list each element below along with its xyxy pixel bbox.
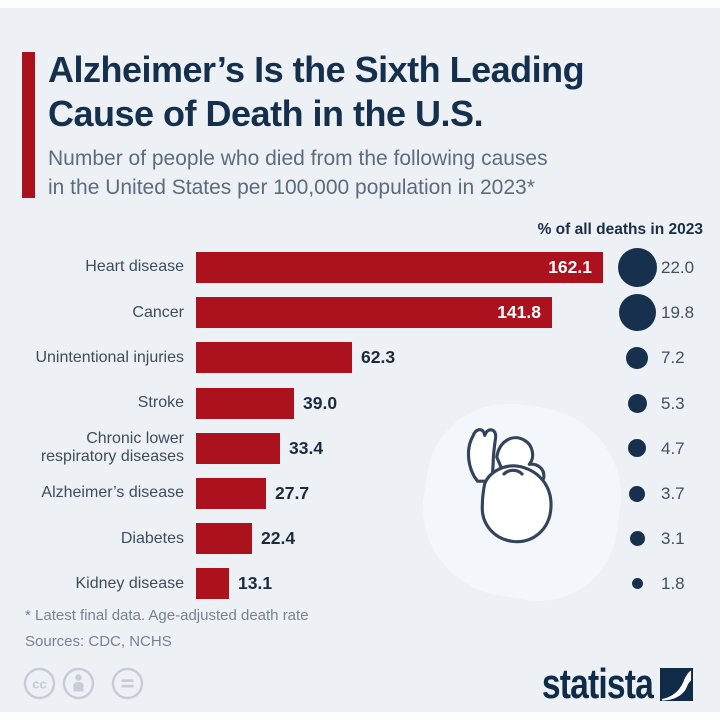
footnote-block: * Latest final data. Age-adjusted death … (25, 603, 309, 655)
bar (196, 523, 252, 555)
row-label: Alzheimer’s disease (41, 484, 184, 502)
statista-logo-icon (660, 668, 693, 701)
row-label: Stroke (137, 393, 184, 411)
bar (196, 432, 280, 464)
chart-row: Alzheimer’s disease 27.7 3.7 (0, 471, 720, 516)
page-subtitle: Number of people who died from the follo… (48, 144, 668, 202)
cc-icon[interactable]: cc (23, 667, 56, 700)
chart-row: Cancer 141.8 19.8 (0, 290, 720, 335)
bar-value: 62.3 (361, 347, 396, 368)
statista-logo[interactable]: statista (514, 660, 693, 707)
bar (196, 478, 266, 509)
statista-wordmark: statista (541, 660, 654, 707)
bar-value: 22.4 (261, 528, 296, 549)
row-label: Heart disease (85, 258, 184, 276)
chart-row: Heart disease 162.1 22.0 (0, 245, 720, 290)
sources: Sources: CDC, NCHS (25, 633, 172, 650)
bar: 162.1 (196, 252, 603, 283)
pct-value: 1.8 (661, 574, 685, 594)
bar: 141.8 (196, 297, 552, 329)
bar (196, 568, 229, 600)
pct-bubble (631, 578, 643, 590)
bar (196, 387, 294, 419)
pct-bubble (629, 485, 645, 502)
pct-bubble (617, 248, 657, 288)
bar-value: 27.7 (275, 483, 310, 503)
pct-bubble (629, 531, 645, 547)
pct-bubble (628, 439, 646, 458)
bar-value: 39.0 (303, 392, 338, 413)
pct-value: 3.1 (661, 529, 685, 549)
pct-bubble (627, 393, 647, 413)
row-label: Chronic lower respiratory diseases (40, 430, 184, 466)
bar-value: 13.1 (238, 573, 273, 594)
bubble-column-header: % of all deaths in 2023 (537, 221, 703, 238)
page-subtitle-line2: in the United States per 100,000 populat… (48, 176, 535, 199)
bar-value: 162.1 (548, 257, 592, 277)
page-title-line2: Cause of Death in the U.S. (48, 93, 484, 134)
pct-value: 22.0 (661, 258, 695, 277)
card-background: Alzheimer’s Is the Sixth Leading Cause o… (0, 8, 720, 712)
pct-value: 3.7 (661, 484, 685, 503)
nd-icon[interactable] (111, 667, 144, 700)
row-label: Cancer (132, 303, 184, 321)
pct-value: 7.2 (661, 348, 685, 368)
row-label: Kidney disease (75, 574, 184, 592)
pct-bubble (618, 294, 656, 332)
chart-row: Stroke 39.0 5.3 (0, 381, 720, 426)
chart-row: Kidney disease 13.1 1.8 (0, 561, 720, 606)
pct-value: 4.7 (661, 438, 685, 458)
title-accent-bar (22, 52, 35, 198)
page-title: Alzheimer’s Is the Sixth Leading Cause o… (48, 48, 708, 136)
cc-license[interactable]: cc (23, 667, 144, 700)
attribution-icon[interactable] (62, 667, 95, 700)
anatomical-heart-icon (466, 428, 553, 544)
bar-value: 33.4 (289, 437, 324, 458)
pct-bubble (626, 346, 648, 369)
page-title-line1: Alzheimer’s Is the Sixth Leading (48, 49, 585, 90)
row-label: Diabetes (120, 529, 184, 547)
footnote: * Latest final data. Age-adjusted death … (25, 607, 309, 624)
bar (196, 342, 352, 374)
row-label: Unintentional injuries (35, 348, 184, 366)
svg-text:cc: cc (32, 677, 46, 692)
heart-illustration (443, 421, 565, 556)
page-subtitle-line1: Number of people who died from the follo… (48, 147, 548, 170)
chart: Heart disease 162.1 22.0 Cancer 141.8 19.8 Uni… (0, 245, 720, 609)
chart-row: Diabetes 22.4 3.1 (0, 516, 720, 561)
bar-value: 141.8 (497, 302, 541, 323)
chart-row: Unintentional injuries 62.3 7.2 (0, 335, 720, 380)
chart-row: Chronic lower respiratory diseases 33.4 4.… (0, 426, 720, 471)
pct-value: 19.8 (661, 303, 695, 323)
pct-value: 5.3 (661, 393, 685, 413)
